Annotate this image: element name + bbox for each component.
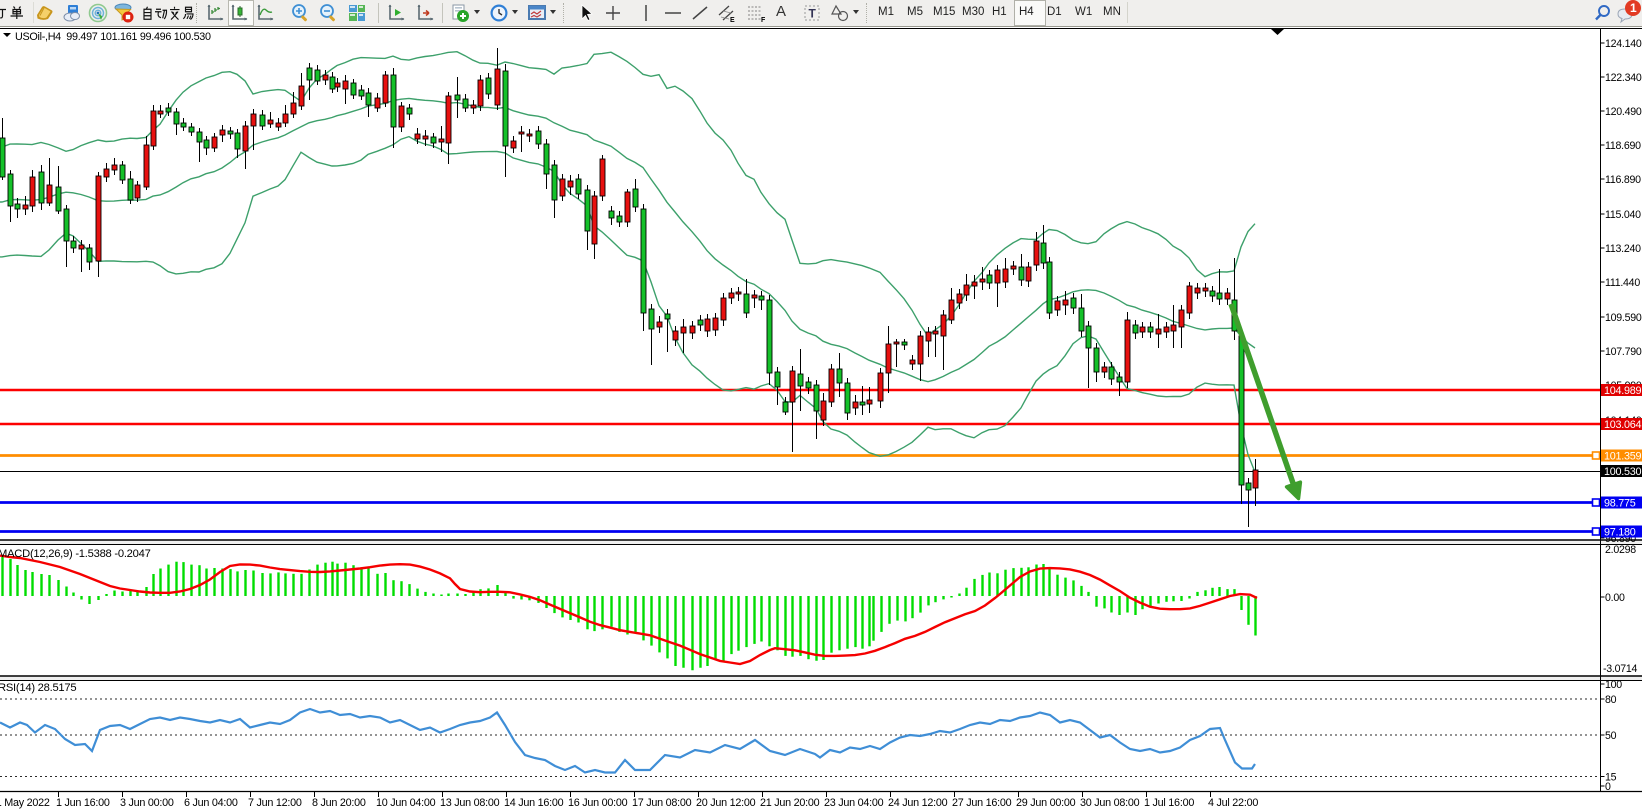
svg-text:30 Jun 08:00: 30 Jun 08:00 — [1080, 797, 1140, 809]
svg-text:118.690: 118.690 — [1605, 140, 1641, 152]
svg-text:103.064: 103.064 — [1604, 419, 1642, 431]
svg-text:0.00: 0.00 — [1605, 592, 1625, 604]
svg-text:7 Jun 12:00: 7 Jun 12:00 — [248, 797, 302, 809]
svg-text:E: E — [730, 17, 735, 23]
svg-text:0: 0 — [1605, 781, 1611, 793]
svg-text:100: 100 — [1605, 679, 1622, 691]
svg-text:124.140: 124.140 — [1605, 38, 1642, 50]
svg-text:MACD(12,26,9) -1.5388 -0.2047: MACD(12,26,9) -1.5388 -0.2047 — [0, 548, 151, 560]
svg-text:T: T — [809, 7, 817, 21]
svg-text:27 Jun 16:00: 27 Jun 16:00 — [952, 797, 1012, 809]
svg-text:21 Jun 20:00: 21 Jun 20:00 — [760, 797, 820, 809]
svg-text:31 May 2022: 31 May 2022 — [0, 797, 50, 809]
svg-text:RSI(14) 28.5175: RSI(14) 28.5175 — [0, 682, 76, 694]
svg-text:16 Jun 00:00: 16 Jun 00:00 — [568, 797, 628, 809]
svg-text:-3.0714: -3.0714 — [1603, 663, 1638, 675]
svg-text:104.989: 104.989 — [1604, 385, 1642, 397]
svg-text:1 Jul 16:00: 1 Jul 16:00 — [1144, 797, 1194, 809]
svg-text:115.040: 115.040 — [1605, 209, 1641, 221]
svg-text:10 Jun 04:00: 10 Jun 04:00 — [376, 797, 436, 809]
svg-text:97.180: 97.180 — [1604, 527, 1636, 539]
svg-text:20 Jun 12:00: 20 Jun 12:00 — [696, 797, 756, 809]
svg-text:100.530: 100.530 — [1604, 466, 1642, 478]
svg-text:14 Jun 16:00: 14 Jun 16:00 — [504, 797, 564, 809]
svg-text:113.240: 113.240 — [1605, 243, 1641, 255]
svg-text:24 Jun 12:00: 24 Jun 12:00 — [888, 797, 948, 809]
svg-text:1 Jun 16:00: 1 Jun 16:00 — [56, 797, 110, 809]
svg-text:116.890: 116.890 — [1605, 174, 1641, 186]
svg-text:3 Jun 00:00: 3 Jun 00:00 — [120, 797, 174, 809]
svg-text:109.590: 109.590 — [1605, 312, 1642, 324]
svg-text:80: 80 — [1605, 694, 1617, 706]
svg-text:4 Jul 22:00: 4 Jul 22:00 — [1208, 797, 1258, 809]
svg-text:111.440: 111.440 — [1605, 277, 1640, 289]
svg-text:17 Jun 08:00: 17 Jun 08:00 — [632, 797, 692, 809]
svg-text:USOil-,H4 99.497 101.161 99.4: USOil-,H4 99.497 101.161 99.496 100.530 — [15, 31, 211, 43]
svg-text:13 Jun 08:00: 13 Jun 08:00 — [440, 797, 500, 809]
svg-text:6 Jun 04:00: 6 Jun 04:00 — [184, 797, 238, 809]
svg-text:F: F — [761, 17, 766, 23]
svg-text:2.0298: 2.0298 — [1605, 544, 1636, 556]
svg-text:23 Jun 04:00: 23 Jun 04:00 — [824, 797, 884, 809]
svg-text:101.359: 101.359 — [1604, 451, 1642, 463]
svg-text:107.790: 107.790 — [1605, 346, 1642, 358]
svg-text:50: 50 — [1605, 730, 1617, 742]
svg-text:8 Jun 20:00: 8 Jun 20:00 — [312, 797, 366, 809]
svg-text:120.490: 120.490 — [1605, 106, 1642, 118]
svg-text:122.340: 122.340 — [1605, 72, 1642, 84]
svg-text:98.775: 98.775 — [1604, 498, 1636, 510]
svg-text:29 Jun 00:00: 29 Jun 00:00 — [1016, 797, 1076, 809]
svg-text:15: 15 — [1605, 772, 1617, 784]
